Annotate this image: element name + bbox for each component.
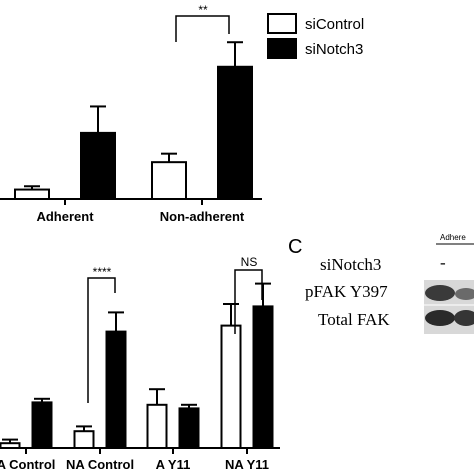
legend: siControl siNotch3 (267, 13, 364, 59)
blot-row-label-total-fak: Total FAK (318, 310, 390, 329)
panel-c-letter: C (288, 236, 302, 258)
bottom-error-bar-a-control-sicontrol (2, 438, 18, 444)
bottom-bar-a-control-sinotch3 (31, 401, 53, 449)
bottom-significance-bracket-na-control (87, 277, 116, 403)
bottom-chart: A Control NA Control A Y11 NA Y11 **** N… (0, 255, 280, 472)
top-category-label-non-adherent: Non-adherent (160, 209, 245, 224)
bottom-significance-label-na-control: **** (93, 265, 112, 279)
bottom-bar-na-control-sinotch3 (105, 330, 127, 450)
top-significance-bracket (175, 15, 230, 42)
blot-row-label-sinotch3: siNotch3 (320, 255, 381, 274)
bottom-significance-bracket-na-y11 (234, 269, 263, 334)
western-blot-image (424, 280, 474, 334)
bottom-bar-a-control-sicontrol (0, 442, 21, 450)
bottom-bar-na-y11-sicontrol (220, 324, 242, 450)
bottom-category-label-na-y11: NA Y11 (225, 457, 269, 472)
legend-label-sinotch3: siNotch3 (305, 41, 363, 58)
panel-c: C Adhere siNotch3 - pFAK Y397 Total FAK (288, 233, 474, 334)
top-error-bar-non-adherent-sicontrol (161, 152, 177, 163)
legend-swatch-sinotch3 (267, 38, 297, 59)
top-bar-adherent-sinotch3 (80, 131, 116, 200)
bottom-error-bar-na-y11-sicontrol (223, 303, 239, 326)
top-error-bar-adherent-sicontrol (24, 185, 40, 190)
top-bar-adherent-sicontrol (14, 188, 50, 201)
legend-swatch-sicontrol (267, 13, 297, 34)
bottom-bar-na-control-sicontrol (73, 430, 95, 450)
bottom-bar-a-y11-sinotch3 (178, 407, 200, 449)
panel-c-header: Adhere (440, 233, 466, 242)
blot-row-value-sinotch3: - (440, 253, 446, 272)
top-significance-label: ** (198, 3, 208, 17)
bottom-bar-na-y11-sinotch3 (252, 305, 274, 449)
bottom-bar-a-y11-sicontrol (146, 403, 168, 449)
bottom-category-label-a-y11: A Y11 (156, 457, 191, 472)
legend-label-sicontrol: siControl (305, 16, 364, 33)
bottom-category-label-na-control: NA Control (66, 457, 134, 472)
bottom-error-bar-na-y11-sinotch3 (255, 282, 271, 307)
top-bar-non-adherent-sinotch3 (217, 65, 253, 201)
bottom-error-bar-na-control-sicontrol (76, 425, 92, 432)
bottom-error-bar-na-control-sinotch3 (108, 311, 124, 332)
bottom-significance-label-na-y11: NS (241, 255, 258, 269)
bottom-error-bar-a-control-sinotch3 (34, 397, 50, 403)
bottom-category-label-a-control: A Control (0, 457, 55, 472)
top-bar-non-adherent-sicontrol (151, 161, 187, 201)
bottom-error-bar-a-y11-sicontrol (149, 388, 165, 405)
top-error-bar-non-adherent-sinotch3 (227, 41, 243, 67)
top-error-bar-adherent-sinotch3 (90, 105, 106, 133)
top-chart: Adherent Non-adherent ** (0, 3, 262, 224)
blot-row-label-pfak-y397: pFAK Y397 (305, 282, 388, 301)
bottom-error-bar-a-y11-sinotch3 (181, 403, 197, 409)
top-category-label-adherent: Adherent (36, 209, 94, 224)
